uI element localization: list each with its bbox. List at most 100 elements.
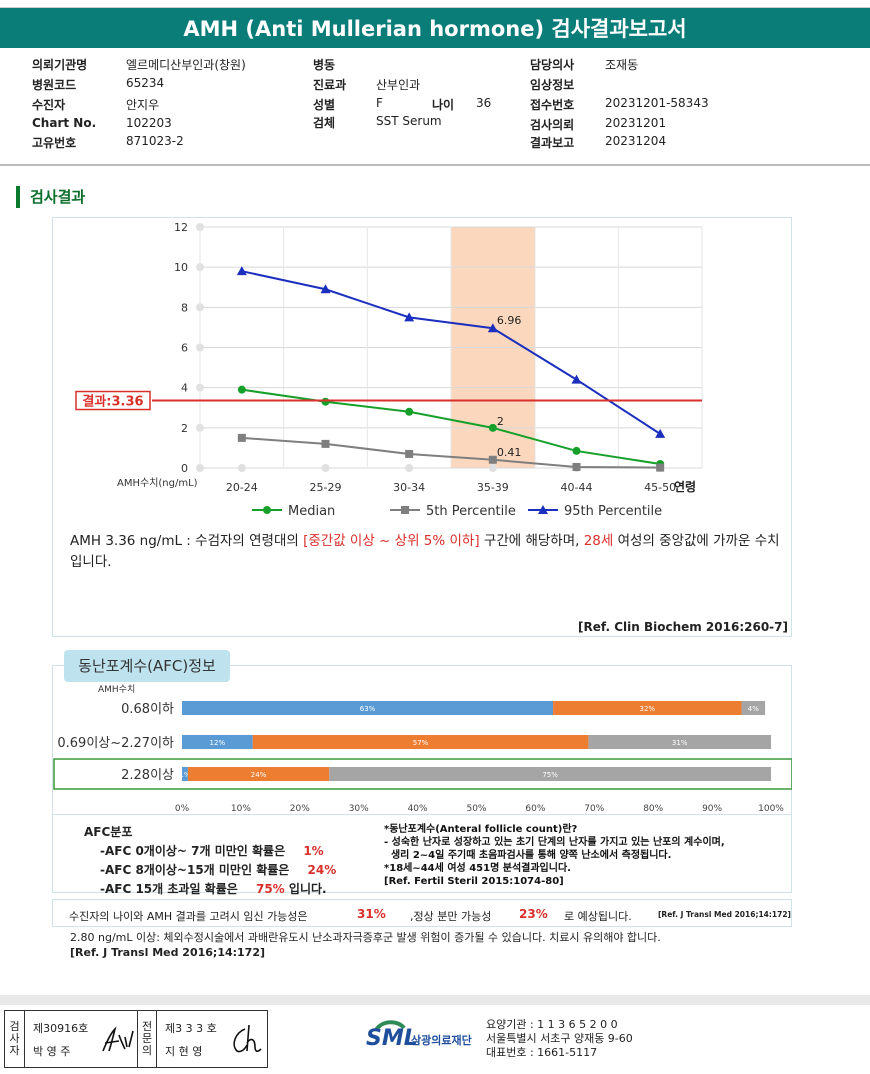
afc-dist-2-text: -AFC 8개이상~15개 미만인 확률은 — [100, 863, 290, 877]
result-panel — [52, 217, 792, 637]
hospital-label: 의뢰기관명 — [32, 58, 88, 72]
point-2-2 — [404, 312, 415, 322]
afc-distribution: AFC분포 -AFC 0개이상~ 7개 미만인 확률은 1% -AFC 8개이상… — [84, 823, 336, 899]
tester-signature — [102, 1026, 134, 1052]
specialist-char-2: 문 — [141, 1032, 153, 1045]
tester-number: 제30916호 — [33, 1022, 89, 1035]
point-2-0 — [236, 266, 247, 276]
amh-chart: 0 2 4 6 8 10 12 20-24 25-29 30-34 35-39 40-44 45-50 A… — [75, 221, 703, 519]
pregnancy-value: 31% — [357, 907, 386, 921]
afc-x-tick: 30% — [349, 804, 369, 814]
interp-text-3: 여성의 중앙값에 가까운 수치입니다. — [70, 533, 780, 570]
ward-label: 병동 — [313, 58, 336, 72]
interp-reference: [Ref. Clin Biochem 2016:260-7] — [578, 620, 788, 634]
top-rule — [0, 0, 870, 8]
y-axis-label: AMH수치(ng/mL) — [117, 477, 198, 489]
afc-panel — [52, 665, 792, 815]
afc-bar-label-1-2: 31% — [672, 739, 688, 747]
age-label: 나이 — [432, 98, 455, 112]
prob-text-1: 수진자의 나이와 AMH 결과를 고려시 임신 가능성은 — [69, 910, 308, 923]
point-1-2 — [405, 449, 414, 458]
point-1-3 — [488, 455, 497, 464]
afc-x-tick: 0% — [175, 804, 190, 814]
x-tick-label: 40-44 — [561, 481, 593, 494]
legend-label-2: 95th Percentile — [564, 504, 662, 519]
afc-dist-2-value: 24% — [307, 863, 337, 877]
point-0-1 — [321, 397, 330, 406]
afc-def-1: *동난포계수(Anteral follicle count)란? — [384, 824, 578, 835]
afc-x-tick: 60% — [525, 804, 545, 814]
specimen-label: 검체 — [313, 116, 336, 130]
y-tick-label: 2 — [181, 422, 188, 435]
x-tick-dot — [237, 464, 246, 472]
afc-definition: *동난포계수(Anteral follicle count)란? - 성숙한 난… — [384, 823, 725, 888]
afc-bar-2-0 — [182, 767, 188, 781]
afc-x-tick: 40% — [408, 804, 428, 814]
afc-x-tick: 50% — [466, 804, 486, 814]
chart-label: Chart No. — [32, 116, 97, 130]
afc-amh-header: AMH수치 — [98, 683, 135, 695]
y-tick-label: 12 — [174, 221, 188, 234]
interpretation: AMH 3.36 ng/mL : 수검자의 연령대의 [중간값 이상 ~ 상위 … — [70, 531, 785, 573]
afc-bar-1-2 — [588, 735, 771, 749]
afc-dist-3-text: -AFC 15개 초과일 확률은 — [100, 882, 238, 896]
afc-bar-2-1 — [187, 767, 330, 781]
report-value: 20231204 — [605, 134, 667, 148]
age-value: 36 — [476, 96, 492, 110]
sex-label: 성별 — [313, 98, 336, 112]
interp-range: [중간값 이상 ~ 상위 5% 이하] — [303, 533, 480, 549]
sml-emblem-icon — [374, 1020, 406, 1032]
birth-value: 23% — [519, 907, 548, 921]
point-0-0 — [237, 385, 246, 394]
report-label: 결과보고 — [530, 136, 575, 150]
afc-bar-0-0 — [182, 701, 554, 715]
point-0-2 — [405, 407, 414, 416]
afc-def-4: *18세~44세 여성 451명 분석결과입니다. — [384, 863, 571, 874]
afc-chart: AMH수치 0.68이하 63% 32% 4% 0.69이상~2.27이하 12% 57% 31… — [53, 683, 792, 814]
prob-reference: [Ref. J Transl Med 2016;14:172] — [658, 910, 791, 919]
afc-x-tick: 20% — [290, 804, 310, 814]
afc-x-tick: 90% — [702, 804, 722, 814]
code-value: 65234 — [126, 76, 165, 90]
tester-char-2: 사 — [9, 1032, 20, 1045]
point-2-4 — [571, 374, 582, 384]
sml-logo: SML 삼광의료재단 — [366, 1016, 486, 1060]
legend-marker-1 — [401, 506, 409, 514]
point-1-1 — [321, 439, 330, 448]
request-value: 20231201 — [605, 116, 667, 130]
signature-box: 검 사 자 제30916호 박 영 주 전 문 의 제3 3 3 호 지 현 영 — [4, 1010, 268, 1068]
dept-value: 산부인과 — [376, 78, 421, 92]
y-tick-label: 10 — [174, 261, 188, 274]
tester-char-3: 자 — [9, 1044, 20, 1057]
footer-band — [0, 995, 870, 1005]
result-label: 결과:3.36 — [82, 394, 143, 410]
section-title: 검사결과 — [16, 186, 85, 208]
afc-bar-label-0-2: 4% — [748, 705, 759, 713]
tester-name: 박 영 주 — [33, 1045, 71, 1058]
patient-value: 안지우 — [126, 98, 160, 112]
afc-bar-1-1 — [252, 735, 589, 749]
probability-box: 수진자의 나이와 AMH 결과를 고려시 임신 가능성은 31% ,정상 분만 … — [52, 899, 792, 927]
sml-logo-text: SML — [366, 1026, 418, 1051]
specimen-value: SST Serum — [376, 114, 442, 128]
afc-dist-1-value: 1% — [303, 844, 324, 858]
tester-char-1: 검 — [9, 1020, 20, 1033]
point-2-1 — [320, 284, 331, 294]
y-tick-label: 6 — [181, 342, 188, 355]
afc-bar-label-0-0: 63% — [360, 705, 376, 713]
specialist-char-3: 의 — [141, 1044, 153, 1057]
specialist-vertical-label: 전 문 의 — [137, 1011, 157, 1067]
series-line-2 — [241, 270, 661, 435]
afc-x-tick: 70% — [584, 804, 604, 814]
afc-bar-1-0 — [182, 735, 253, 749]
point-0-4 — [572, 446, 581, 455]
afc-row-label-0: 0.68이하 — [121, 702, 174, 717]
interp-text-2: 구간에 해당하며, — [479, 533, 584, 549]
afc-row-label-1: 0.69이상~2.27이하 — [57, 736, 174, 751]
clinical-label: 임상정보 — [530, 78, 575, 92]
afc-bar-0-1 — [553, 701, 742, 715]
patient-info: 의뢰기관명 엘르메디산부인과(창원) 병원코드 65234 수진자 안지우 Ch… — [0, 54, 870, 164]
x-axis-label: 연령 — [674, 479, 696, 494]
institution-code: 요양기관 : 1 1 3 6 5 2 0 0 — [486, 1018, 618, 1031]
series-line-1 — [241, 436, 661, 469]
